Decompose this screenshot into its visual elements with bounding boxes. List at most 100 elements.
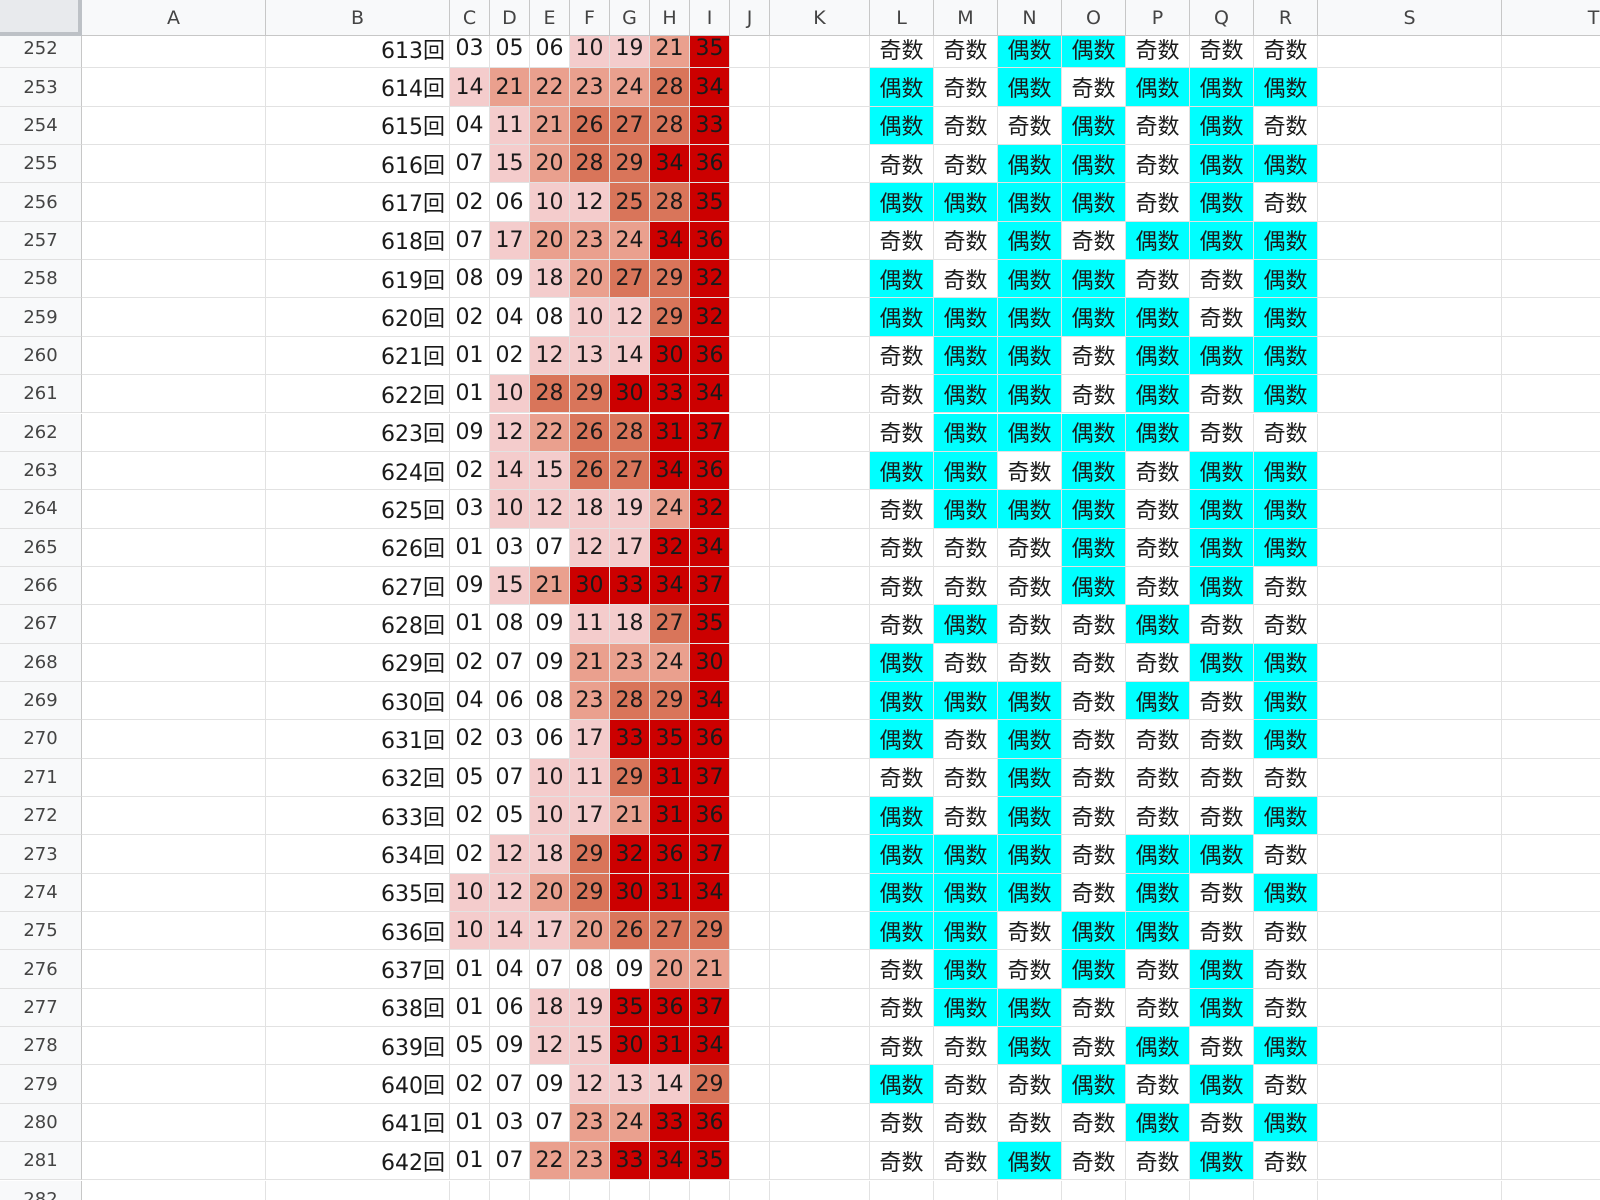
winning-number-cell[interactable]: 06: [490, 183, 530, 222]
parity-cell[interactable]: 奇数: [1126, 643, 1190, 682]
parity-cell[interactable]: [934, 1180, 998, 1200]
parity-cell[interactable]: 偶数: [1254, 720, 1318, 759]
draw-number-cell[interactable]: 640回: [266, 1065, 450, 1104]
cell[interactable]: [82, 681, 266, 721]
row-header[interactable]: 258: [0, 260, 82, 299]
parity-cell[interactable]: 偶数: [998, 490, 1062, 529]
winning-number-cell[interactable]: 03: [450, 490, 490, 529]
parity-cell[interactable]: 偶数: [998, 145, 1062, 184]
parity-cell[interactable]: 偶数: [998, 681, 1062, 721]
parity-cell[interactable]: 偶数: [1126, 413, 1190, 452]
parity-cell[interactable]: 偶数: [1190, 566, 1254, 606]
cell[interactable]: [82, 605, 266, 644]
parity-cell[interactable]: 奇数: [870, 413, 934, 452]
cell[interactable]: [730, 260, 770, 299]
row-header[interactable]: 273: [0, 835, 82, 874]
winning-number-cell[interactable]: 20: [530, 873, 570, 913]
cell[interactable]: [82, 30, 266, 69]
cell[interactable]: [82, 490, 266, 529]
parity-cell[interactable]: 奇数: [934, 106, 998, 146]
winning-number-cell[interactable]: 01: [450, 950, 490, 989]
parity-cell[interactable]: 奇数: [998, 912, 1062, 951]
winning-number-cell[interactable]: 23: [570, 1142, 610, 1181]
parity-cell[interactable]: 偶数: [870, 912, 934, 951]
winning-number-cell[interactable]: 34: [690, 681, 730, 721]
cell[interactable]: [1502, 797, 1600, 836]
cell[interactable]: [770, 145, 870, 184]
parity-cell[interactable]: 偶数: [1062, 528, 1126, 567]
draw-number-cell[interactable]: 630回: [266, 681, 450, 721]
winning-number-cell[interactable]: 05: [450, 758, 490, 797]
cell[interactable]: [1502, 68, 1600, 107]
cell[interactable]: [1318, 643, 1502, 682]
winning-number-cell[interactable]: 02: [450, 720, 490, 759]
parity-cell[interactable]: 奇数: [1190, 298, 1254, 337]
parity-cell[interactable]: 偶数: [998, 221, 1062, 261]
row-header[interactable]: 270: [0, 720, 82, 759]
draw-number-cell[interactable]: 638回: [266, 988, 450, 1028]
parity-cell[interactable]: 偶数: [1190, 528, 1254, 567]
parity-cell[interactable]: [998, 1180, 1062, 1200]
winning-number-cell[interactable]: 18: [530, 988, 570, 1028]
parity-cell[interactable]: 奇数: [1190, 797, 1254, 836]
winning-number-cell[interactable]: 35: [690, 30, 730, 69]
cell[interactable]: [730, 681, 770, 721]
cell[interactable]: [82, 1027, 266, 1066]
winning-number-cell[interactable]: 02: [450, 183, 490, 222]
winning-number-cell[interactable]: 18: [610, 605, 650, 644]
parity-cell[interactable]: 奇数: [1254, 30, 1318, 69]
winning-number-cell[interactable]: 34: [690, 375, 730, 414]
parity-cell[interactable]: 偶数: [870, 106, 934, 146]
parity-cell[interactable]: 奇数: [1126, 758, 1190, 797]
cell[interactable]: [1502, 452, 1600, 491]
cell[interactable]: [770, 950, 870, 989]
cell[interactable]: [770, 912, 870, 951]
cell[interactable]: [1318, 30, 1502, 69]
winning-number-cell[interactable]: 01: [450, 336, 490, 376]
parity-cell[interactable]: 奇数: [1190, 413, 1254, 452]
winning-number-cell[interactable]: 12: [490, 835, 530, 874]
winning-number-cell[interactable]: 02: [450, 298, 490, 337]
parity-cell[interactable]: 奇数: [1190, 758, 1254, 797]
cell[interactable]: [1318, 1180, 1502, 1200]
parity-cell[interactable]: 奇数: [934, 68, 998, 107]
parity-cell[interactable]: 偶数: [998, 873, 1062, 913]
cell[interactable]: [1502, 337, 1600, 376]
winning-number-cell[interactable]: 20: [530, 145, 570, 184]
winning-number-cell[interactable]: 08: [530, 681, 570, 721]
parity-cell[interactable]: 偶数: [1062, 566, 1126, 606]
row-header[interactable]: 280: [0, 1103, 82, 1143]
winning-number-cell[interactable]: 32: [610, 835, 650, 874]
cell[interactable]: [1318, 1065, 1502, 1104]
cell[interactable]: [1502, 1142, 1600, 1181]
cell[interactable]: [730, 1180, 770, 1200]
parity-cell[interactable]: 奇数: [1126, 145, 1190, 184]
parity-cell[interactable]: 奇数: [998, 106, 1062, 146]
cell[interactable]: [1318, 1103, 1502, 1143]
draw-number-cell[interactable]: 635回: [266, 873, 450, 913]
parity-cell[interactable]: 奇数: [934, 260, 998, 299]
winning-number-cell[interactable]: 34: [690, 1027, 730, 1066]
cell[interactable]: [770, 413, 870, 452]
cell[interactable]: [770, 260, 870, 299]
parity-cell[interactable]: 偶数: [1254, 68, 1318, 107]
draw-number-cell[interactable]: 626回: [266, 528, 450, 567]
parity-cell[interactable]: [1126, 1180, 1190, 1200]
cell[interactable]: [1318, 1142, 1502, 1181]
cell[interactable]: [1502, 682, 1600, 721]
parity-cell[interactable]: 偶数: [1062, 260, 1126, 299]
parity-cell[interactable]: 奇数: [934, 758, 998, 797]
winning-number-cell[interactable]: 36: [690, 145, 730, 184]
cell[interactable]: [1502, 260, 1600, 299]
parity-cell[interactable]: 偶数: [1190, 68, 1254, 107]
parity-cell[interactable]: 奇数: [1190, 260, 1254, 299]
parity-cell[interactable]: 偶数: [1126, 912, 1190, 951]
parity-cell[interactable]: 奇数: [1126, 260, 1190, 299]
winning-number-cell[interactable]: 09: [450, 413, 490, 452]
parity-cell[interactable]: 偶数: [998, 1142, 1062, 1181]
parity-cell[interactable]: 偶数: [998, 720, 1062, 759]
draw-number-cell[interactable]: 624回: [266, 451, 450, 491]
parity-cell[interactable]: 奇数: [1254, 183, 1318, 222]
cell[interactable]: [770, 835, 870, 874]
parity-cell[interactable]: 偶数: [1254, 873, 1318, 913]
